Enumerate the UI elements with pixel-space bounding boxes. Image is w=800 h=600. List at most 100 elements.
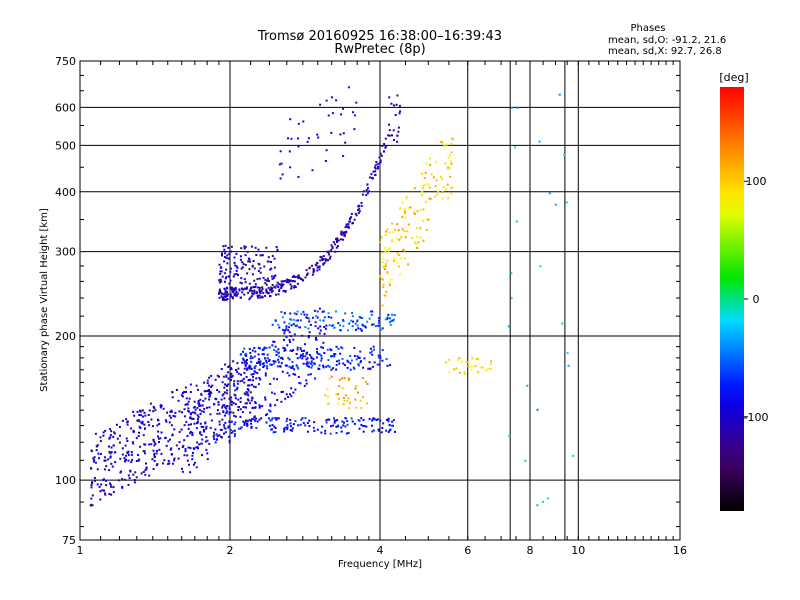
data-point: [429, 197, 432, 200]
data-point: [178, 447, 180, 450]
data-point: [324, 160, 327, 162]
data-point: [221, 406, 224, 409]
data-point: [246, 424, 249, 427]
data-point: [409, 206, 412, 209]
data-point: [365, 189, 368, 191]
data-point: [374, 325, 377, 328]
data-point: [441, 141, 444, 144]
data-point: [223, 424, 225, 427]
data-point: [174, 415, 177, 418]
data-point: [127, 483, 130, 486]
data-point: [356, 355, 359, 358]
data-point: [299, 423, 302, 426]
data-point: [380, 431, 383, 434]
data-point: [342, 424, 345, 427]
data-point: [242, 420, 245, 423]
data-point: [269, 295, 272, 297]
data-point: [282, 280, 285, 283]
data-point: [209, 394, 212, 397]
y-tick-label: 200: [55, 330, 76, 343]
data-point: [248, 367, 251, 370]
data-point: [383, 143, 386, 145]
data-point: [341, 387, 344, 389]
data-point: [407, 263, 410, 266]
data-point: [121, 453, 124, 456]
data-point: [241, 261, 244, 264]
data-point: [384, 318, 387, 321]
data-point: [287, 281, 290, 284]
data-point: [191, 433, 194, 436]
data-point: [335, 432, 338, 434]
data-point: [278, 290, 281, 293]
data-point: [228, 441, 231, 444]
data-point: [230, 376, 233, 379]
data-point: [129, 470, 132, 473]
data-point: [377, 167, 379, 170]
data-point: [228, 252, 231, 255]
data-point: [361, 377, 364, 380]
data-point: [186, 403, 189, 406]
data-point: [288, 339, 291, 342]
data-point: [259, 363, 262, 366]
data-point: [257, 248, 260, 251]
data-point: [239, 296, 242, 299]
data-point: [236, 382, 239, 385]
data-point: [510, 106, 513, 109]
data-point: [137, 454, 139, 457]
data-point: [193, 447, 196, 450]
data-point: [342, 362, 345, 365]
data-point: [271, 255, 274, 257]
data-point: [259, 378, 262, 381]
data-point: [390, 102, 393, 105]
data-point: [213, 437, 216, 440]
data-point: [226, 389, 229, 392]
data-point: [343, 231, 346, 234]
data-point: [183, 424, 186, 427]
data-point: [297, 375, 300, 378]
data-point: [221, 254, 223, 257]
data-point: [226, 291, 229, 294]
data-point: [348, 407, 351, 410]
data-point: [379, 328, 382, 331]
data-point: [416, 246, 419, 249]
data-point: [270, 275, 273, 278]
data-point: [226, 262, 229, 265]
data-point: [264, 282, 267, 285]
data-point: [485, 369, 488, 372]
data-point: [323, 326, 326, 328]
data-point: [255, 426, 258, 429]
data-point: [90, 503, 93, 506]
data-point: [241, 411, 244, 414]
data-point: [296, 348, 299, 351]
data-point: [450, 162, 453, 165]
data-point: [246, 286, 248, 289]
data-point: [318, 265, 321, 268]
data-point: [384, 265, 387, 268]
data-point: [173, 428, 176, 431]
data-point: [357, 419, 360, 421]
data-point: [222, 245, 225, 248]
data-point: [393, 419, 395, 422]
data-point: [243, 423, 246, 426]
data-point: [293, 275, 296, 278]
data-point: [319, 103, 322, 106]
data-point: [158, 448, 161, 451]
data-point: [167, 463, 170, 465]
data-point: [392, 129, 395, 132]
data-point: [345, 417, 348, 420]
data-point: [208, 395, 211, 398]
data-point: [301, 334, 304, 337]
data-point: [110, 462, 113, 465]
data-point: [234, 264, 237, 267]
data-point: [241, 291, 244, 294]
data-point: [230, 403, 233, 406]
data-point: [316, 266, 319, 269]
data-point: [510, 272, 513, 275]
data-point: [345, 225, 348, 228]
data-point: [290, 137, 293, 140]
data-point: [237, 409, 240, 412]
data-point: [270, 428, 272, 431]
data-point: [100, 483, 103, 486]
data-point: [289, 349, 292, 352]
data-point: [210, 419, 213, 422]
